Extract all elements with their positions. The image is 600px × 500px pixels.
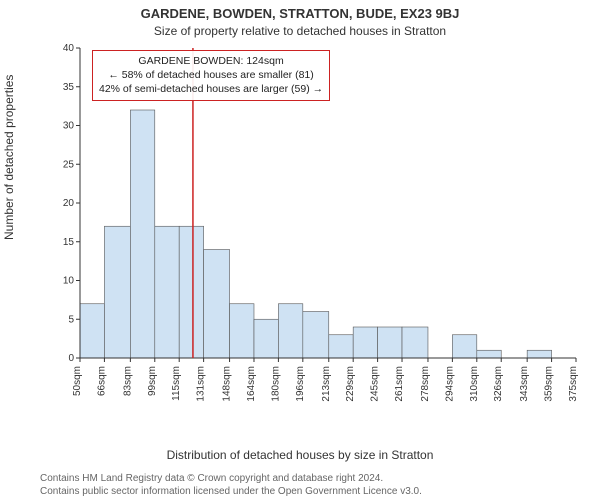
svg-text:375sqm: 375sqm bbox=[568, 366, 579, 402]
svg-text:99sqm: 99sqm bbox=[147, 366, 158, 396]
svg-text:196sqm: 196sqm bbox=[295, 366, 306, 402]
svg-text:0: 0 bbox=[68, 353, 74, 364]
x-axis-label: Distribution of detached houses by size … bbox=[0, 448, 600, 462]
svg-text:343sqm: 343sqm bbox=[519, 366, 530, 402]
chart-container: GARDENE, BOWDEN, STRATTON, BUDE, EX23 9B… bbox=[0, 0, 600, 500]
svg-text:229sqm: 229sqm bbox=[345, 366, 356, 402]
footer-copyright: Contains HM Land Registry data © Crown c… bbox=[40, 473, 383, 484]
svg-text:180sqm: 180sqm bbox=[270, 366, 281, 402]
svg-text:278sqm: 278sqm bbox=[420, 366, 431, 402]
plot-area: 0 5 10 15 20 25 30 35 40 50sqm 66sqm 83sqm 99sqm 115s… bbox=[52, 44, 582, 404]
svg-text:66sqm: 66sqm bbox=[96, 366, 107, 396]
svg-text:294sqm: 294sqm bbox=[444, 366, 455, 402]
svg-text:25: 25 bbox=[63, 159, 75, 170]
svg-text:5: 5 bbox=[68, 314, 74, 325]
annotation-larger: 42% of semi-detached houses are larger (… bbox=[99, 82, 323, 96]
svg-text:245sqm: 245sqm bbox=[370, 366, 381, 402]
svg-text:30: 30 bbox=[63, 121, 75, 132]
svg-text:20: 20 bbox=[63, 198, 75, 209]
y-axis-label: Number of detached properties bbox=[2, 75, 16, 240]
annotation-smaller: ← 58% of detached houses are smaller (81… bbox=[99, 68, 323, 82]
svg-text:35: 35 bbox=[63, 82, 75, 93]
footer-licence: Contains public sector information licen… bbox=[40, 486, 422, 497]
chart-title: GARDENE, BOWDEN, STRATTON, BUDE, EX23 9B… bbox=[0, 6, 600, 21]
svg-text:213sqm: 213sqm bbox=[321, 366, 332, 402]
svg-text:164sqm: 164sqm bbox=[246, 366, 257, 402]
svg-text:359sqm: 359sqm bbox=[544, 366, 555, 402]
annotation-box: GARDENE BOWDEN: 124sqm ← 58% of detached… bbox=[92, 50, 330, 101]
svg-text:10: 10 bbox=[63, 276, 75, 287]
svg-text:40: 40 bbox=[63, 44, 75, 54]
annotation-title: GARDENE BOWDEN: 124sqm bbox=[99, 54, 323, 68]
svg-text:83sqm: 83sqm bbox=[122, 366, 133, 396]
svg-text:310sqm: 310sqm bbox=[469, 366, 480, 402]
svg-text:15: 15 bbox=[63, 237, 75, 248]
svg-text:131sqm: 131sqm bbox=[196, 366, 207, 402]
svg-text:115sqm: 115sqm bbox=[171, 366, 182, 401]
svg-text:148sqm: 148sqm bbox=[222, 366, 233, 402]
svg-text:50sqm: 50sqm bbox=[72, 366, 83, 396]
chart-subtitle: Size of property relative to detached ho… bbox=[0, 24, 600, 38]
svg-text:261sqm: 261sqm bbox=[394, 366, 405, 402]
svg-text:326sqm: 326sqm bbox=[493, 366, 504, 402]
